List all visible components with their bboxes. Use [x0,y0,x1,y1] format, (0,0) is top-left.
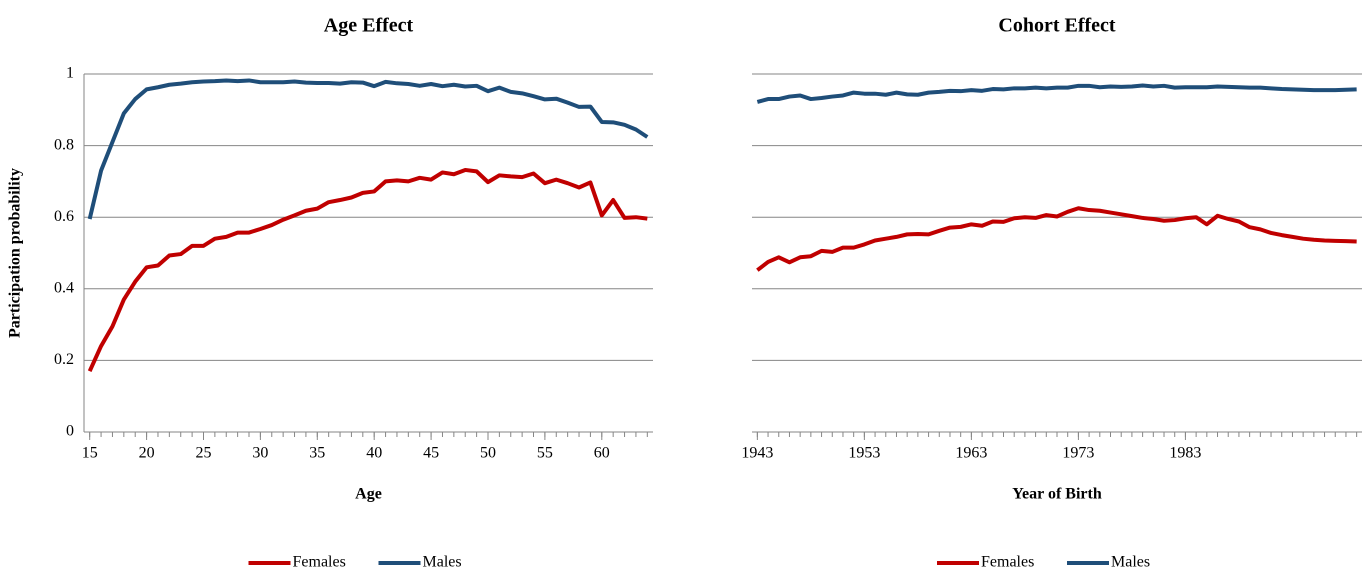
x-tick-label: 45 [423,445,439,462]
y-tick-label: 0.4 [54,279,74,296]
x-tick-label: 1943 [741,445,773,462]
x-tick-label: 35 [309,445,325,462]
x-tick-label: 20 [139,445,155,462]
x-axis-title: Year of Birth [1012,486,1102,503]
x-tick-label: 25 [195,445,211,462]
x-tick-label: 15 [82,445,98,462]
x-tick-label: 60 [594,445,610,462]
x-tick-label: 55 [537,445,553,462]
legend-label: Females [981,554,1034,571]
x-tick-label: 50 [480,445,496,462]
y-tick-label: 0.6 [54,208,74,225]
legend-label: Males [1111,554,1150,571]
x-tick-label: 1963 [955,445,987,462]
y-tick-label: 0.8 [54,136,74,153]
data-line [87,167,648,372]
x-tick-label: 1983 [1169,445,1201,462]
data-line [756,83,1357,104]
legend-label: Females [293,554,346,571]
y-axis-title: Participation probability [7,168,24,338]
x-tick-label: 1973 [1062,445,1094,462]
x-tick-label: 1953 [848,445,880,462]
x-tick-label: 40 [366,445,382,462]
legend-label: Males [423,554,462,571]
y-tick-label: 0.2 [54,351,74,368]
y-tick-label: 0 [66,423,74,440]
chart-title: Age Effect [324,15,414,37]
x-tick-label: 30 [252,445,268,462]
data-line [756,206,1357,272]
data-line [87,78,649,220]
y-tick-label: 1 [66,65,74,82]
chart-title: Cohort Effect [998,15,1116,37]
x-axis-title: Age [355,486,382,503]
